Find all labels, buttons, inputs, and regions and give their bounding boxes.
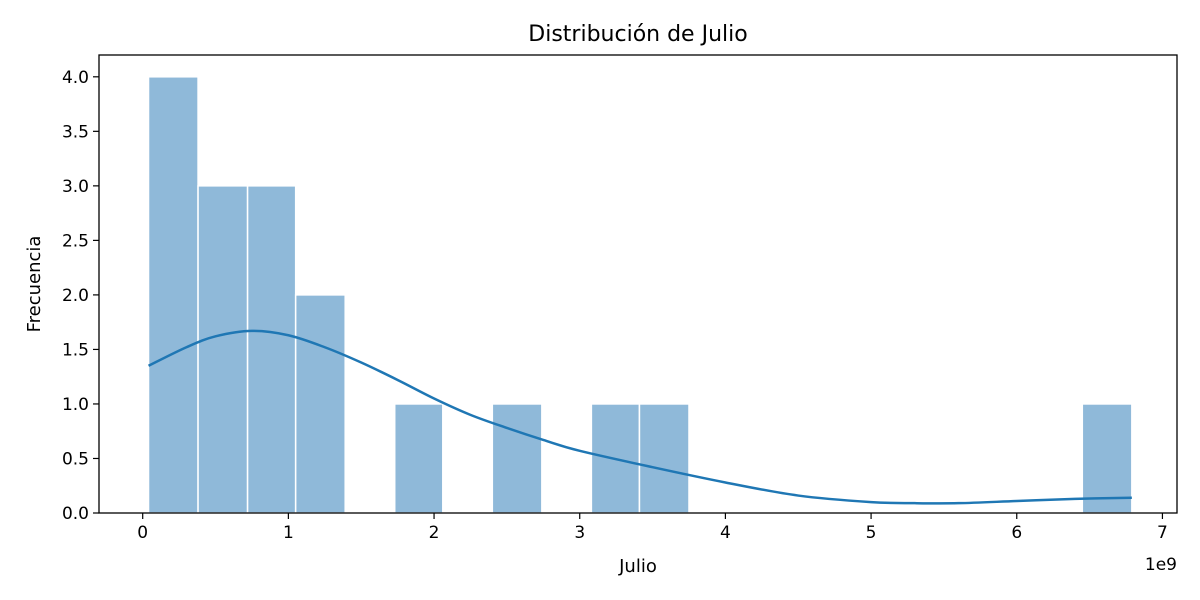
y-tick-label: 0.5 [62, 449, 89, 469]
kde-curve [147, 329, 1132, 505]
histogram-bar [246, 185, 297, 514]
x-axis-label: Julio [618, 556, 657, 577]
x-tick-label: 7 [1157, 523, 1168, 543]
histogram-bar [393, 403, 444, 514]
x-tick-label: 3 [574, 523, 585, 543]
y-tick-label: 3.0 [62, 177, 89, 197]
y-axis-label: Frecuencia [24, 236, 45, 333]
x-tick-label: 5 [866, 523, 877, 543]
x-axis-ticks: 0 1 2 3 4 5 6 7 [137, 513, 1168, 543]
y-tick-label: 1.5 [62, 340, 89, 360]
y-tick-label: 3.5 [62, 122, 89, 142]
histogram-bar [1081, 403, 1133, 514]
y-tick-label: 2.0 [62, 286, 89, 306]
x-tick-label: 1 [283, 523, 294, 543]
histogram-bars [147, 76, 1133, 514]
y-tick-label: 1.0 [62, 395, 89, 415]
y-tick-label: 2.5 [62, 231, 89, 251]
histogram-bar [294, 294, 346, 514]
chart-title: Distribución de Julio [528, 22, 747, 47]
x-tick-label: 0 [137, 523, 148, 543]
y-axis-ticks: 0.0 0.5 1.0 1.5 2.0 2.5 3.0 3.5 4.0 [62, 68, 99, 524]
histogram-bar [638, 403, 690, 514]
plot-frame [98, 54, 1178, 514]
x-tick-label: 2 [429, 523, 440, 543]
x-axis-multiplier: 1e9 [1145, 555, 1177, 575]
histogram-bar [147, 76, 199, 514]
y-tick-label: 4.0 [62, 68, 89, 88]
histogram-bar [197, 185, 249, 514]
x-tick-label: 6 [1011, 523, 1022, 543]
histogram-bar [491, 403, 543, 514]
x-tick-label: 4 [720, 523, 731, 543]
y-tick-label: 0.0 [62, 504, 89, 524]
